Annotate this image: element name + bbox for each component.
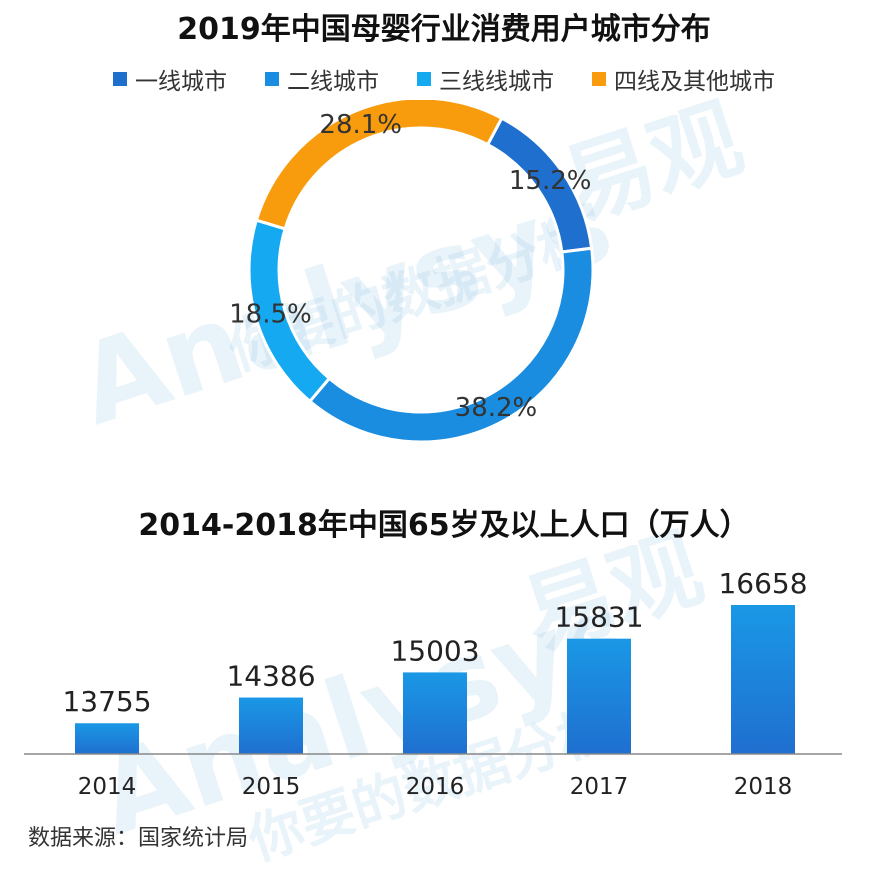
legend-label-2: 三线线城市 xyxy=(439,69,554,95)
bar-value-label-2015: 14386 xyxy=(226,660,315,693)
legend-item-3: 四线及其他城市 xyxy=(592,62,775,96)
x-tick-label-2016: 2016 xyxy=(406,774,465,800)
legend-label-1: 二线城市 xyxy=(287,69,379,95)
donut-chart-title: 2019年中国母婴行业消费用户城市分布 xyxy=(177,12,711,47)
legend-swatch-1 xyxy=(265,72,279,86)
legend-label-3: 四线及其他城市 xyxy=(614,69,775,95)
donut-slice-label-1: 38.2% xyxy=(455,393,538,423)
x-tick-label-2015: 2015 xyxy=(242,774,301,800)
bar-chart-title: 2014-2018年中国65岁及以上人口（万人） xyxy=(138,508,750,543)
bar-2018 xyxy=(731,605,795,754)
legend-item-1: 二线城市 xyxy=(265,62,379,96)
bar-value-label-2018: 16658 xyxy=(718,567,807,600)
donut-slice-label-2: 18.5% xyxy=(229,299,312,329)
data-source-note: 数据来源：国家统计局 xyxy=(28,826,249,851)
bar-value-label-2017: 15831 xyxy=(554,601,643,634)
donut-chart: 15.2% 38.2% 18.5% 28.1% xyxy=(229,100,595,444)
x-tick-label-2018: 2018 xyxy=(734,774,793,800)
legend-swatch-0 xyxy=(113,72,127,86)
donut-legend: 一线城市 二线城市 三线线城市 四线及其他城市 xyxy=(0,62,888,96)
bar-2016 xyxy=(403,672,467,754)
legend-swatch-3 xyxy=(592,72,606,86)
legend-item-2: 三线线城市 xyxy=(417,62,554,96)
legend-label-0: 一线城市 xyxy=(135,69,227,95)
donut-slice-label-3: 28.1% xyxy=(319,110,402,140)
donut-slice-label-0: 15.2% xyxy=(509,166,592,196)
bar-value-label-2016: 15003 xyxy=(390,634,479,667)
legend-swatch-2 xyxy=(417,72,431,86)
legend-item-0: 一线城市 xyxy=(113,62,227,96)
bar-2017 xyxy=(567,638,631,754)
donut-slice-3 xyxy=(254,100,504,231)
bar-chart: 13755 2014 14386 2015 15003 2016 15831 2017 1665… xyxy=(24,567,842,800)
x-tick-label-2014: 2014 xyxy=(78,774,137,800)
bar-2015 xyxy=(239,697,303,754)
donut-slice-1 xyxy=(307,246,595,444)
x-tick-label-2017: 2017 xyxy=(570,774,629,800)
bar-2014 xyxy=(75,723,139,754)
bar-value-label-2014: 13755 xyxy=(62,685,151,718)
